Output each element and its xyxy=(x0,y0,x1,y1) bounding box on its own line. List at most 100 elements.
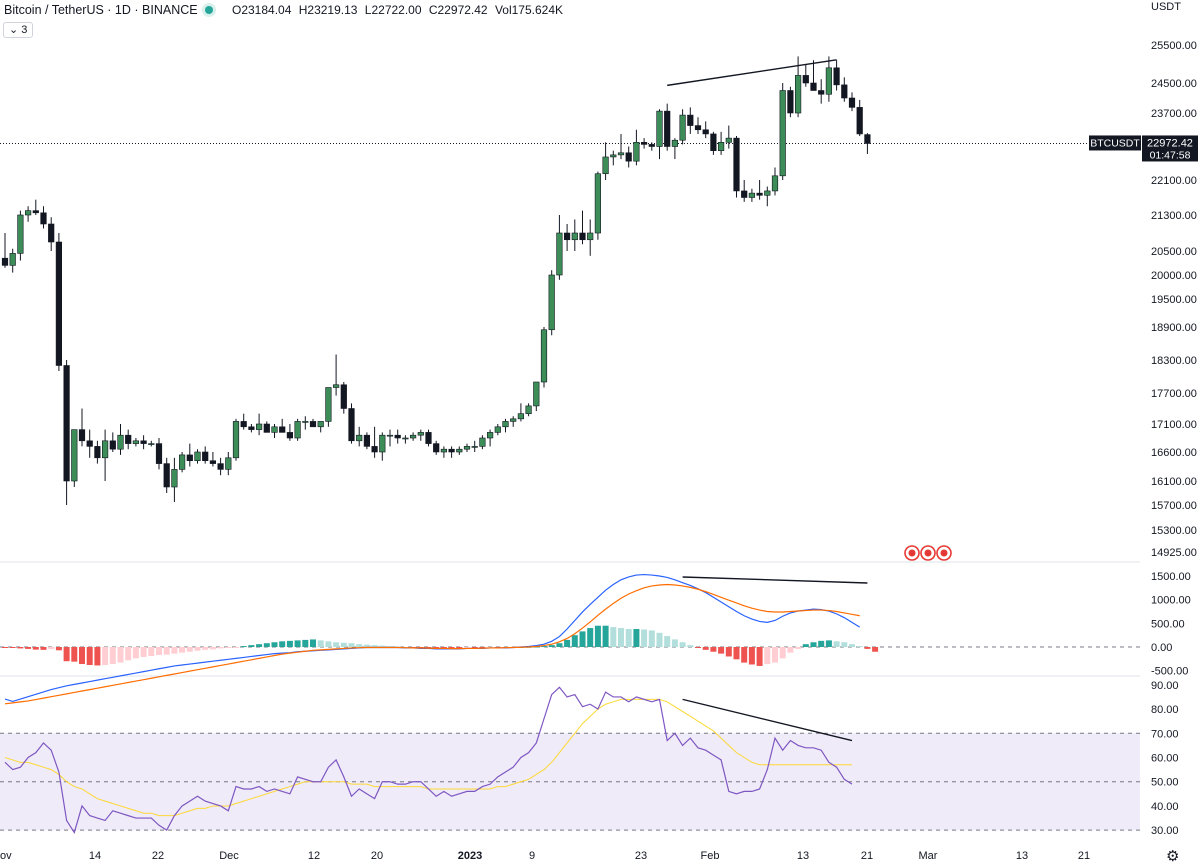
candle-body xyxy=(664,110,671,147)
macd-histogram-bar xyxy=(656,632,663,647)
candle-body xyxy=(425,432,432,444)
time-axis-label: 14 xyxy=(89,850,101,862)
signal-line xyxy=(4,583,860,705)
candle-body xyxy=(194,451,201,461)
macd-histogram-bar xyxy=(248,645,255,647)
candle-body xyxy=(417,432,424,436)
candle-body xyxy=(24,210,32,216)
candle-body xyxy=(587,232,594,241)
macd-histogram-bar xyxy=(795,647,802,649)
candle-body xyxy=(848,97,856,108)
macd-histogram-bar xyxy=(756,647,763,666)
macd-histogram-bar xyxy=(833,641,840,647)
rsi-axis-label: 90.00 xyxy=(1151,680,1179,692)
macd-histogram-bar xyxy=(548,645,555,647)
time-axis-label: Dec xyxy=(219,850,239,862)
candle-body xyxy=(510,418,517,422)
symbol-title[interactable]: Bitcoin / TetherUS · 1D · BINANCE xyxy=(4,3,198,17)
macd-histogram-bar xyxy=(433,647,440,649)
symbol-tag: BTCUSDT xyxy=(1090,137,1140,149)
macd-histogram-bar xyxy=(779,647,786,659)
candle-body xyxy=(702,129,709,135)
candle-body xyxy=(687,114,694,126)
candle-body xyxy=(140,440,147,444)
candle-body xyxy=(471,446,478,448)
macd-histogram-bar xyxy=(325,641,332,647)
candle-body xyxy=(864,134,871,144)
macd-histogram-bar xyxy=(471,647,478,648)
candle-body xyxy=(171,469,178,488)
macd-line xyxy=(4,573,861,703)
macd-histogram-bar xyxy=(317,640,324,647)
macd-histogram-bar xyxy=(48,647,55,650)
candle-body xyxy=(841,84,848,99)
candle-body xyxy=(394,434,401,439)
macd-histogram-bar xyxy=(464,647,470,648)
candle-body xyxy=(833,67,840,86)
time-axis-label: 20 xyxy=(371,850,383,862)
candle-body xyxy=(78,429,86,442)
ohlc-readout: O23184.04 H23219.13 L22722.00 C22972.42 … xyxy=(232,3,567,17)
candle-body xyxy=(132,440,140,444)
macd-histogram-bar xyxy=(94,647,101,666)
candle-body xyxy=(109,440,116,450)
candle-body xyxy=(356,434,363,442)
currency-label[interactable]: USDT xyxy=(1151,1,1181,13)
candle-body xyxy=(556,232,563,276)
price-tag: 22972.42 xyxy=(1147,137,1193,149)
rsi-line xyxy=(4,686,853,835)
candle-body xyxy=(764,190,771,196)
price-axis-label: 15700.00 xyxy=(1151,500,1197,512)
price-axis-label: 20000.00 xyxy=(1151,270,1197,282)
macd-histogram-bar xyxy=(132,647,139,659)
macd-histogram-bar xyxy=(32,647,39,650)
macd-axis-label: 500.00 xyxy=(1151,618,1185,630)
macd-axis-label: -500.00 xyxy=(1151,666,1188,678)
macd-histogram-bar xyxy=(849,644,855,647)
time-axis-label: 21 xyxy=(861,850,873,862)
candle-body xyxy=(63,365,70,482)
candle-body xyxy=(286,432,294,439)
macd-histogram-bar xyxy=(271,642,278,647)
candle-body xyxy=(802,75,809,84)
candle-body xyxy=(71,429,78,482)
macd-histogram-bar xyxy=(818,640,825,647)
flag-icon xyxy=(908,549,916,557)
candle-body xyxy=(433,443,440,453)
time-axis-label: Feb xyxy=(701,850,720,862)
candle-body xyxy=(810,82,817,91)
candle-body xyxy=(379,434,386,453)
candle-body xyxy=(48,223,55,243)
candle-body xyxy=(617,152,625,156)
symbol-tag-bg xyxy=(1089,135,1141,151)
gear-icon[interactable]: ⚙ xyxy=(1166,848,1180,865)
macd-histogram-bar xyxy=(202,647,209,650)
macd-histogram-bar xyxy=(194,647,201,651)
macd-histogram-bar xyxy=(140,647,147,657)
candle-body xyxy=(94,446,101,459)
price-axis-label: 19500.00 xyxy=(1151,294,1197,306)
candle-body xyxy=(710,133,717,151)
macd-histogram-bar xyxy=(17,647,24,649)
macd-histogram-bar xyxy=(602,625,609,647)
macd-histogram-bar xyxy=(841,642,848,647)
macd-histogram-bar xyxy=(741,647,748,663)
candle-body xyxy=(55,241,62,366)
candle-body xyxy=(179,454,186,470)
candle-body xyxy=(155,443,163,464)
macd-histogram-bar xyxy=(179,647,186,653)
candle-body xyxy=(202,451,209,461)
macd-histogram-bar xyxy=(541,646,547,648)
candle-body xyxy=(479,437,486,447)
macd-histogram-bar xyxy=(209,647,216,650)
time-axis-label: 13 xyxy=(797,850,809,862)
candle-body xyxy=(448,448,455,453)
macd-histogram-bar xyxy=(63,647,70,662)
macd-trendline xyxy=(682,576,868,584)
price-axis-label: 15300.00 xyxy=(1151,525,1197,537)
candle-body xyxy=(494,426,501,433)
candle-body xyxy=(163,463,170,488)
candle-body xyxy=(340,384,347,409)
indicators-collapse-button[interactable]: ⌄ 3 xyxy=(3,22,34,38)
